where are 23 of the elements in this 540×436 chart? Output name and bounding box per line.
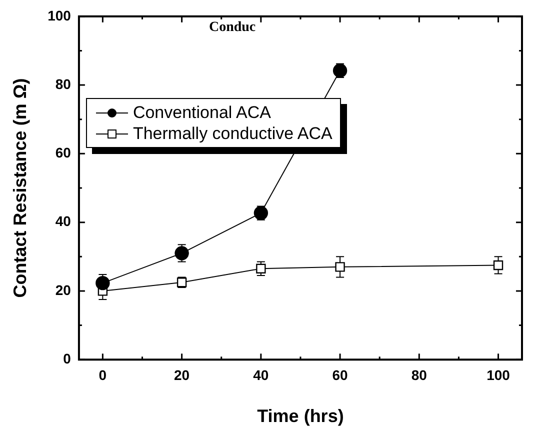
x-tick-label: 40 <box>253 366 269 383</box>
y-tick-label: 40 <box>55 213 72 230</box>
x-axis-title: Time (hrs) <box>257 406 344 426</box>
y-tick-label: 20 <box>55 282 72 298</box>
y-axis-title: Contact Resistance (m Ω) <box>10 78 30 298</box>
y-tick-label: 80 <box>55 76 72 92</box>
point <box>332 64 348 78</box>
y-tick-label: 100 <box>48 7 72 24</box>
x-tick-label: 20 <box>174 366 190 383</box>
point <box>493 260 504 270</box>
y-tick-label: 60 <box>55 144 72 161</box>
annotation: Conduc <box>208 20 256 36</box>
legend-label: Thermally conductive ACA <box>132 123 332 144</box>
legend-label: Conventional ACA <box>132 102 271 124</box>
point <box>256 264 266 274</box>
point <box>335 262 345 272</box>
point <box>174 246 189 260</box>
x-tick-label: 0 <box>98 366 107 383</box>
x-tick-label: 80 <box>411 366 428 383</box>
point <box>254 206 268 220</box>
x-tick-label: 100 <box>486 366 510 383</box>
y-tick-label: 0 <box>63 350 72 366</box>
x-tick-label: 60 <box>332 366 348 383</box>
